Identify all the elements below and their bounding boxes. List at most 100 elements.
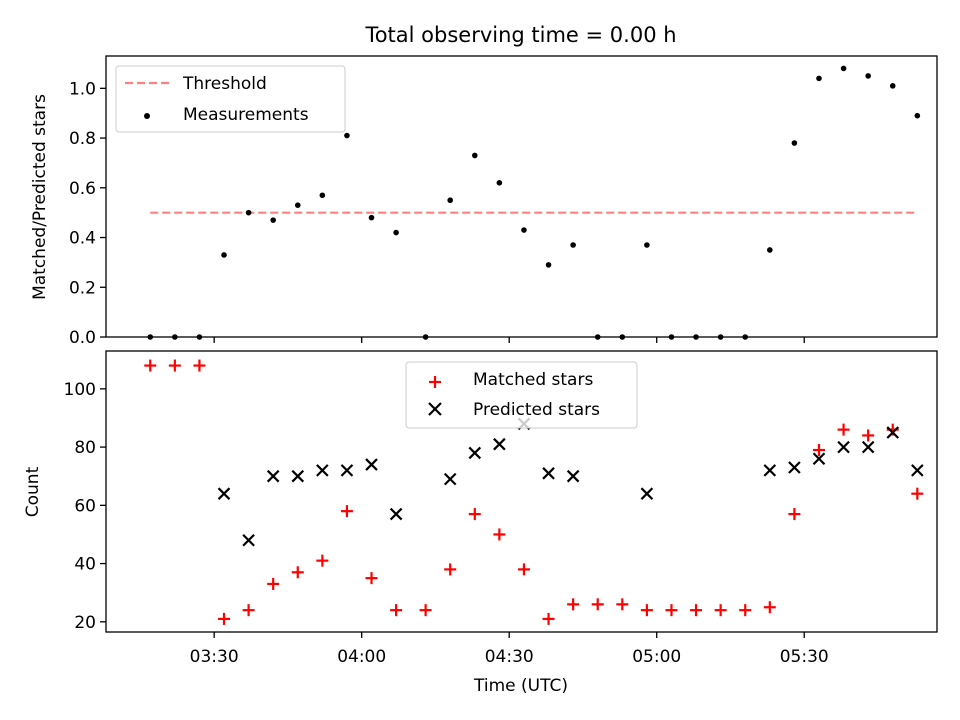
measurement-point (693, 334, 699, 340)
x-tick-label: 05:00 (632, 647, 681, 667)
measurement-point (840, 65, 847, 72)
measurement-point (914, 112, 921, 119)
x-tick-label: 05:30 (780, 647, 829, 667)
top-y-axis: 0.0 0.2 0.4 0.6 0.8 1.0 (69, 79, 106, 348)
predicted-stars-point (316, 464, 329, 477)
predicted-stars-point (861, 440, 875, 454)
predicted-stars-point (266, 469, 280, 483)
measurement-point (471, 152, 478, 159)
measurement-point (816, 75, 822, 82)
predicted-x-b (911, 464, 924, 477)
top-x-ticks (213, 337, 805, 343)
predicted-x-b (316, 464, 329, 477)
predicted-stars-point (640, 487, 654, 500)
top-legend: Threshold Measurements (115, 65, 346, 133)
top-y-axis-label: Matched/Predicted stars (30, 94, 50, 300)
predicted-stars-point (566, 469, 580, 483)
predicted-x-b (640, 487, 654, 500)
matched-stars-point (493, 528, 506, 541)
bottom-y-tick-label: 60 (74, 496, 96, 516)
bottom-x-axis: 03:30 04:00 04:30 05:00 05:30 (190, 632, 829, 667)
x-tick-label: 04:30 (485, 647, 534, 667)
top-y-tick-label: 0.2 (69, 278, 96, 298)
predicted-x-b (266, 469, 280, 483)
legend-x-marker-icon (428, 402, 442, 416)
matched-stars-point (444, 563, 457, 576)
matched-stars-point (517, 563, 530, 576)
measurement-point (496, 180, 503, 186)
measurement-point (393, 229, 399, 236)
measurement-point (619, 334, 626, 340)
predicted-x-b (340, 464, 354, 477)
legend-plus-marker-icon (429, 376, 441, 388)
measurement-point (270, 217, 276, 223)
matched-stars-point (763, 601, 776, 614)
predicted-x-b (542, 467, 555, 480)
predicted-x-b (812, 452, 826, 466)
legend-threshold-label: Threshold (182, 74, 267, 94)
measurement-point (717, 334, 724, 340)
bottom-y-tick-label: 80 (74, 438, 96, 458)
bottom-y-tick-label: 20 (74, 613, 96, 633)
predicted-stars-point (763, 464, 777, 477)
top-y-tick-label: 1.0 (69, 79, 96, 99)
matched-stars-point (365, 572, 378, 585)
top-y-tick-label: 0.0 (69, 328, 96, 348)
measurement-point (368, 214, 375, 221)
predicted-x-b (566, 469, 580, 483)
measurement-point (147, 334, 154, 340)
matched-stars-point (714, 604, 727, 617)
matched-stars-point (419, 604, 432, 617)
matched-stars-point (390, 604, 403, 617)
x-axis-label: Time (UTC) (473, 676, 568, 696)
bottom-y-tick-label: 100 (64, 380, 96, 400)
predicted-stars-point (886, 426, 900, 439)
matched-stars-point (242, 604, 255, 617)
matched-stars-point (739, 604, 752, 617)
matched-stars-point (144, 359, 157, 372)
measurement-point (172, 334, 178, 340)
bottom-legend-box (405, 361, 638, 429)
predicted-x-b (443, 472, 457, 486)
measurement-point (644, 242, 650, 248)
top-plot-area (147, 65, 921, 340)
predicted-x-b (291, 469, 305, 483)
bottom-y-axis-label: Count (23, 466, 43, 517)
legend-predicted-stars-label: Predicted stars (473, 400, 600, 420)
matched-stars-point (193, 359, 206, 372)
predicted-stars-point (389, 507, 403, 521)
predicted-stars-point (542, 467, 555, 480)
matched-stars-point (542, 612, 555, 625)
matched-stars-point (640, 604, 653, 617)
measurement-point (889, 83, 896, 89)
matched-stars-point (567, 598, 580, 611)
bottom-plot-area (144, 359, 924, 625)
legend-measurements-label: Measurements (183, 105, 309, 125)
matched-stars-point (837, 423, 850, 436)
predicted-stars-point (812, 452, 826, 466)
predicted-stars-point (788, 461, 801, 474)
measurement-point (545, 262, 552, 268)
matched-stars-point (340, 505, 353, 518)
bottom-axes-frame (105, 350, 938, 633)
measurement-point (865, 73, 871, 79)
matched-stars-point (291, 566, 304, 579)
predicted-stars-point (911, 464, 924, 477)
measurement-point (344, 132, 350, 139)
top-y-tick-label: 0.6 (69, 179, 96, 199)
predicted-x-b (365, 458, 378, 471)
predicted-x-b (763, 464, 777, 477)
measurement-point (447, 197, 454, 204)
predicted-stars-point (365, 458, 378, 471)
matched-stars-point (468, 508, 481, 521)
measurement-point (668, 334, 675, 340)
measurement-point (422, 334, 429, 340)
measurement-point (221, 252, 227, 258)
x-tick-label: 03:30 (190, 647, 239, 667)
measurement-point (245, 209, 252, 216)
matched-stars-point (862, 429, 875, 442)
predicted-x-b (837, 440, 850, 454)
matched-stars-point (812, 444, 825, 457)
measurement-point (742, 334, 749, 340)
